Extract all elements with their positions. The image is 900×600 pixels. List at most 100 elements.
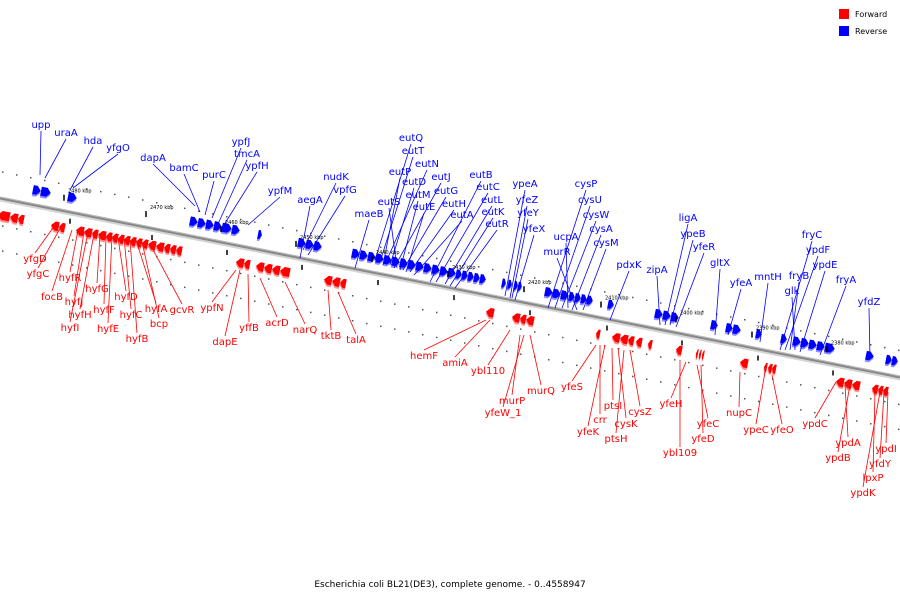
forward-leader-line [79, 233, 95, 310]
forward-leader-line [211, 269, 237, 303]
background-dot [814, 386, 816, 389]
legend-reverse-label: Reverse [855, 27, 887, 36]
forward-leader-line [670, 361, 687, 399]
forward-gene-label: hyfD [114, 292, 138, 303]
background-dot [338, 317, 340, 319]
reverse-gene-label: ypfH [245, 161, 268, 172]
forward-leader-line [337, 291, 357, 335]
background-dot [58, 182, 60, 185]
reverse-leader-line [714, 268, 721, 336]
forward-gene-arrow [111, 233, 119, 245]
background-dot [16, 253, 18, 255]
background-dot [898, 349, 900, 352]
background-dot [422, 254, 424, 257]
forward-gene-label: ypdA [835, 438, 861, 449]
reverse-gene-label: yfgO [106, 143, 130, 154]
forward-leader-line [259, 277, 278, 318]
reverse-gene-label: yfeR [693, 242, 716, 253]
forward-gene-arrow [871, 384, 879, 396]
reverse-gene-label: vpfG [333, 185, 357, 196]
background-dot [744, 397, 746, 400]
forward-leader-line [69, 229, 79, 273]
forward-gene-label: crr [593, 415, 607, 426]
forward-gene-arrow [843, 379, 853, 391]
reverse-gene-label: aegA [297, 195, 323, 206]
forward-gene-label: bcp [150, 319, 168, 330]
reverse-gene-arrow [466, 271, 474, 284]
background-dot [800, 330, 802, 332]
reverse-gene-arrow [414, 261, 424, 273]
forward-gene-label: narQ [293, 325, 318, 336]
reverse-gene-label: ypdE [813, 260, 838, 271]
reverse-leader-line [399, 200, 419, 271]
reverse-gene-arrow [807, 339, 817, 352]
forward-gene-label: yfeH [659, 399, 682, 410]
reverse-leader-line [784, 255, 819, 351]
background-dot [268, 303, 270, 305]
forward-leader-line [69, 231, 89, 323]
background-dot [618, 347, 620, 350]
forward-gene-label: yfeK [577, 427, 600, 438]
forward-gene-arrow [155, 242, 165, 254]
forward-leader-line [862, 391, 881, 488]
reverse-gene-label: hda [84, 136, 103, 147]
forward-gene-label: ypeC [743, 425, 768, 436]
forward-gene-arrow [235, 258, 245, 270]
scale-tick-label: 2440 kbp [376, 250, 400, 256]
forward-gene-arrow [767, 363, 773, 375]
reverse-gene-label: eutR [485, 219, 508, 230]
forward-gene-arrow [627, 336, 635, 348]
background-dot [226, 294, 228, 297]
reverse-gene-label: ypdF [806, 245, 831, 256]
background-dot [436, 257, 438, 260]
forward-gene-label: lpxP [862, 473, 883, 484]
background-dot [814, 411, 816, 414]
reverse-gene-label: fryC [802, 230, 823, 241]
reverse-gene-arrow [779, 333, 787, 346]
background-dot [2, 171, 4, 173]
reverse-gene-label: eutL [481, 195, 503, 206]
forward-leader-line [738, 371, 741, 408]
forward-gene-label: focB [41, 292, 63, 303]
gene-arrows [0, 185, 898, 398]
forward-leader-line [141, 241, 160, 319]
reverse-leader-line [819, 285, 847, 356]
reverse-gene-arrow [579, 294, 587, 306]
reverse-leader-line [299, 205, 311, 259]
forward-gene-label: dapE [212, 337, 237, 348]
reverse-leader-line [779, 240, 813, 351]
reverse-leader-line [385, 169, 428, 263]
forward-leader-line [571, 344, 597, 382]
reverse-gene-arrow [422, 262, 432, 275]
background-dot [464, 342, 466, 344]
reverse-gene-arrow [506, 279, 512, 291]
reverse-leader-line [435, 192, 489, 283]
background-dot [240, 218, 242, 221]
forward-leader-line [814, 381, 837, 419]
reverse-leader-line [247, 196, 281, 226]
reverse-leader-line [183, 173, 201, 213]
background-dot [520, 328, 522, 330]
reverse-leader-line [211, 147, 242, 219]
background-dot [296, 308, 298, 311]
forward-gene-arrow [771, 364, 777, 376]
forward-gene-label: yfeD [691, 434, 715, 445]
background-dot [660, 356, 662, 358]
background-dot [128, 196, 130, 198]
background-dot [632, 296, 634, 299]
reverse-leader-line [39, 130, 42, 176]
background-dot [58, 236, 60, 239]
legend-forward-swatch [839, 9, 849, 19]
forward-leader-line [123, 237, 132, 310]
background-dot [394, 328, 396, 330]
background-dot [632, 375, 634, 378]
forward-gene-arrow [647, 339, 653, 352]
scale-tick-label: 2480 kbp [68, 189, 92, 195]
reverse-gene-label: zipA [646, 265, 667, 276]
background-dot [464, 317, 466, 319]
reverse-gene-label: ypfJ [232, 137, 251, 148]
reverse-gene-arrow [890, 355, 898, 368]
forward-gene-label: murP [499, 396, 525, 407]
forward-gene-arrow [255, 262, 265, 274]
backbone-shadow [0, 199, 900, 381]
